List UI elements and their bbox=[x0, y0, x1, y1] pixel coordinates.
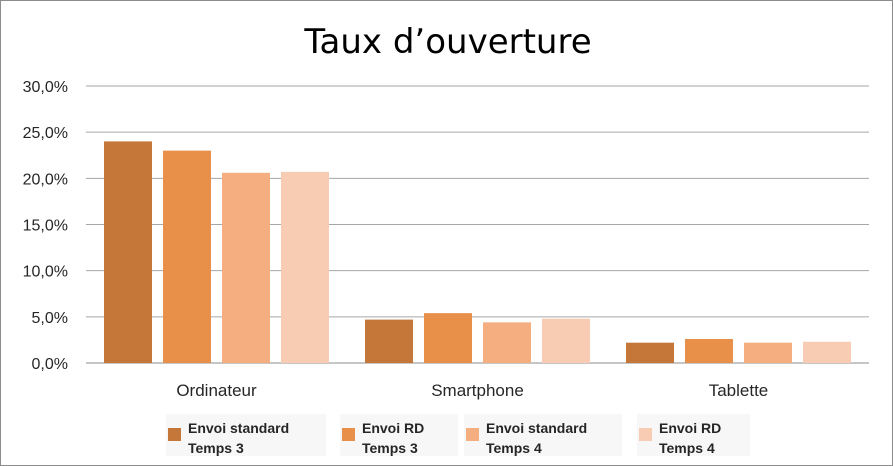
legend-item-background bbox=[166, 414, 326, 456]
bar bbox=[803, 341, 851, 363]
legend-label: Envoi standard bbox=[486, 420, 587, 436]
legend-label: Envoi RD bbox=[362, 420, 424, 436]
legend-label: Temps 3 bbox=[188, 440, 244, 456]
bar bbox=[365, 319, 413, 363]
gridlines bbox=[86, 85, 869, 364]
legend-swatch bbox=[168, 428, 181, 441]
y-tick-label: 0,0% bbox=[32, 356, 68, 373]
bar bbox=[626, 342, 674, 363]
legend-label: Envoi standard bbox=[188, 420, 289, 436]
legend-label: Envoi RD bbox=[659, 420, 721, 436]
chart-title: Taux d’ouverture bbox=[303, 22, 591, 62]
legend-item: Envoi RD Temps 4 bbox=[637, 414, 750, 456]
bars bbox=[104, 141, 851, 363]
legend-item: Envoi RD Temps 3 bbox=[340, 414, 458, 456]
legend-item-background bbox=[464, 414, 622, 456]
legend-swatch bbox=[342, 428, 355, 441]
bar bbox=[483, 322, 531, 363]
bar bbox=[424, 313, 472, 363]
legend-item-background bbox=[637, 414, 750, 456]
bar bbox=[104, 141, 152, 363]
y-tick-label: 25,0% bbox=[23, 125, 68, 142]
category-label: Smartphone bbox=[431, 381, 524, 400]
legend-swatch bbox=[639, 428, 652, 441]
y-tick-label: 30,0% bbox=[23, 79, 68, 96]
bar bbox=[542, 318, 590, 363]
legend-label: Temps 3 bbox=[362, 440, 418, 456]
y-axis-ticks: 0,0% 5,0% 10,0% 15,0% 20,0% 25,0% 30,0% bbox=[23, 79, 68, 373]
y-tick-label: 5,0% bbox=[32, 310, 68, 327]
y-tick-label: 15,0% bbox=[23, 218, 68, 235]
legend-label: Temps 4 bbox=[486, 440, 542, 456]
bar bbox=[744, 342, 792, 363]
category-label: Ordinateur bbox=[176, 381, 257, 400]
legend-item-background bbox=[340, 414, 458, 456]
legend-item: Envoi standard Temps 3 bbox=[166, 414, 326, 456]
bar bbox=[281, 171, 329, 363]
y-tick-label: 20,0% bbox=[23, 171, 68, 188]
x-axis-categories: Ordinateur Smartphone Tablette bbox=[176, 381, 768, 400]
bar bbox=[163, 150, 211, 363]
bar bbox=[685, 338, 733, 363]
category-label: Tablette bbox=[709, 381, 769, 400]
legend-label: Temps 4 bbox=[659, 440, 715, 456]
legend-swatch bbox=[466, 428, 479, 441]
y-tick-label: 10,0% bbox=[23, 264, 68, 281]
legend-item: Envoi standard Temps 4 bbox=[464, 414, 622, 456]
bar bbox=[222, 172, 270, 363]
